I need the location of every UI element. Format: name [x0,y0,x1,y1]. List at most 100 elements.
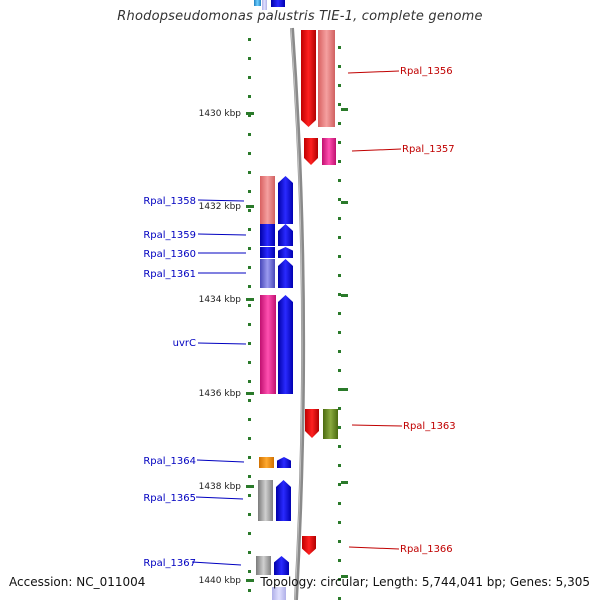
track-dot [248,570,251,573]
track-dot [248,38,251,41]
gene-label[interactable]: Rpal_1365 [143,493,196,504]
ruler-tick [341,201,348,204]
track-dot [248,114,251,117]
track-dot [338,502,341,505]
gene-label[interactable]: Rpal_1366 [400,544,453,555]
gene-label[interactable]: Rpal_1359 [143,230,196,241]
track-dot [248,247,251,250]
gene-arrow [276,480,291,521]
genome-backbone [290,27,306,600]
track-dot [338,236,341,239]
track-dot [338,103,341,106]
gene-arrow [278,295,293,394]
track-dot [248,152,251,155]
gene-leader-line [197,233,247,236]
gene-labels: Rpal_1358 Rpal_1359 Rpal_1360 Rpal_1361 uvrC… [143,66,455,569]
track-dot [248,475,251,478]
ruler-tick [341,388,348,391]
track-dot [248,171,251,174]
track-dot [338,293,341,296]
ruler-tick [246,112,254,115]
gene-label[interactable]: Rpal_1361 [143,269,196,280]
track-dot [338,483,341,486]
track-dot [248,361,251,364]
track-dot [338,464,341,467]
gene-arrow [278,176,293,224]
gene-leader-line [197,342,247,345]
track-dot [248,589,251,592]
gene-label[interactable]: Rpal_1358 [143,196,196,207]
track-dot [248,342,251,345]
track-dot [248,494,251,497]
ruler-tick-label: 1432 kbp [199,202,242,212]
gene-arrow [278,224,293,246]
gene-feature [260,176,275,224]
track-dot [248,456,251,459]
track-dot [338,559,341,562]
gene-feature [271,0,285,7]
ruler-tick-label: 1438 kbp [199,482,242,492]
track-dot [338,312,341,315]
track-dot [338,540,341,543]
gene-arrow [278,247,293,258]
ruler-tick [246,392,254,395]
gene-arrow [277,457,291,468]
gene-feature [258,480,273,521]
ruler-tick-label: 1430 kbp [199,109,242,119]
track-dot [338,521,341,524]
gene-label[interactable]: Rpal_1363 [403,421,456,432]
track-dot [248,76,251,79]
gene-arrow [274,556,289,575]
track-dot [248,57,251,60]
topology-summary: Topology: circular; Length: 5,744,041 bp… [260,575,590,589]
gene-leader-line [351,424,403,427]
gene-feature [256,556,271,575]
ruler-tick-label: 1434 kbp [199,295,242,305]
gene-feature [260,295,276,394]
track-dot [248,418,251,421]
ruler-tick-label: 1436 kbp [199,389,242,399]
gene-label[interactable]: Rpal_1367 [143,558,196,569]
gene-arrow [304,138,318,165]
gene-label[interactable]: uvrC [173,338,196,349]
ruler-tick [341,294,348,297]
gene-feature [254,0,261,6]
gene-label[interactable]: Rpal_1356 [400,66,453,77]
gene-feature [259,457,274,468]
gene-label[interactable]: Rpal_1357 [402,144,455,155]
ruler: 1430 kbp 1432 kbp 1434 kbp 1436 kbp 1438 kbp… [199,108,348,586]
gene-leader-line [351,148,402,152]
ruler-tick [341,481,348,484]
track-dot [248,228,251,231]
track-dot [338,331,341,334]
gene-arrow [278,259,293,288]
gene-feature [323,409,338,439]
gene-feature [262,0,267,10]
track-dot [338,578,341,581]
ruler-tick [246,579,254,582]
gene-label[interactable]: Rpal_1364 [143,456,196,467]
track-dot [338,369,341,372]
gene-feature [260,259,275,288]
track-dot [248,209,251,212]
track-dot [248,323,251,326]
track-dots [248,38,341,600]
track-dot [248,285,251,288]
track-dot [248,95,251,98]
gene-leader-line [348,546,400,550]
track-dot [248,532,251,535]
track-dot [248,399,251,402]
track-dot [248,304,251,307]
ruler-tick [341,575,348,578]
track-dot [338,274,341,277]
track-dot [338,122,341,125]
gene-leader-line [195,496,244,500]
track-dot [338,350,341,353]
ruler-tick [246,298,254,301]
track-dot [338,46,341,49]
gene-feature [272,587,286,600]
gene-label[interactable]: Rpal_1360 [143,249,196,260]
track-dot [338,388,341,391]
gene-leader-line [191,561,242,566]
